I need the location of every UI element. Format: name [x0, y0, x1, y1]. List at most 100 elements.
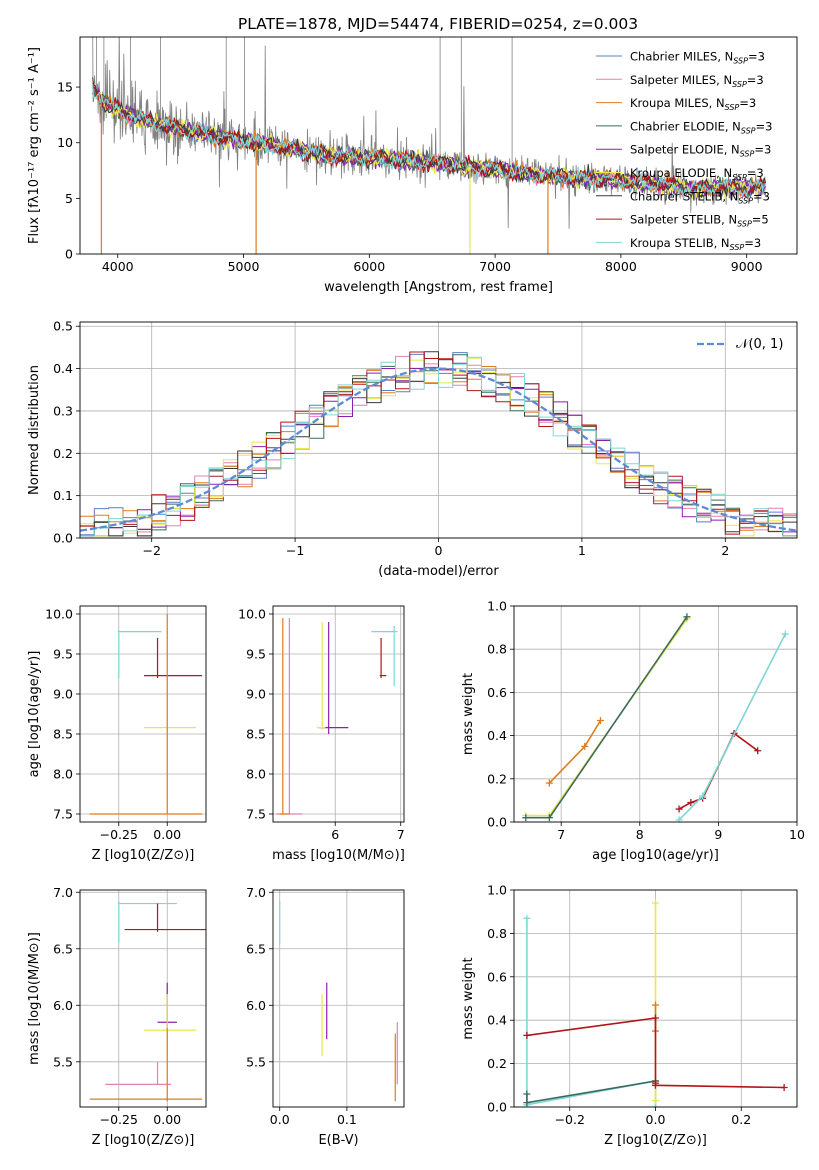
- y-tick-label: 6.0: [53, 998, 73, 1013]
- plot-area: [89, 901, 206, 1102]
- panel-mass-vs-EBV: 0.0 0.1 5.5 6.0 6.5 7.0 E(B-V): [246, 885, 405, 1148]
- x-tick-label: 7: [397, 827, 405, 842]
- x-tick-label: −0.25: [100, 1112, 138, 1127]
- legend-label: Kroupa STELIB, NSSP=3: [630, 236, 761, 252]
- y-tick-label: 7.5: [246, 807, 266, 822]
- axes-frame: [513, 889, 798, 1108]
- x-tick-label: 8: [636, 827, 644, 842]
- y-tick-label: 8.5: [246, 727, 266, 742]
- x-axis-label: (data-model)/error: [378, 564, 499, 579]
- weight-point-marker: [652, 1081, 659, 1089]
- x-axis-label: Z [log10(Z/Z⊙)]: [604, 1133, 707, 1148]
- weight-point-marker: [683, 613, 691, 621]
- legend-label: Chabrier STELIB, NSSP=3: [630, 189, 770, 205]
- weight-point-marker: [523, 1099, 531, 1107]
- y-tick-label: 15: [57, 80, 73, 95]
- x-tick-label: −0.25: [100, 827, 138, 842]
- x-tick-label: 2: [721, 543, 729, 558]
- panel-age-vs-mass: 6 7 7.5 8.0 8.5 9.0 9.5 10.0 mass [log10(M/M⊙)]: [238, 605, 405, 863]
- x-tick-label: −0.2: [555, 1112, 585, 1127]
- weight-series-line: [526, 1080, 656, 1104]
- y-tick-label: 9.5: [53, 647, 73, 662]
- x-tick-label: 8000: [605, 259, 637, 274]
- y-tick-label: 6.5: [53, 941, 73, 956]
- weight-point-marker: [781, 630, 789, 638]
- weight-point-marker: [699, 792, 707, 800]
- weight-point-marker: [675, 816, 683, 822]
- x-axis-label: wavelength [Angstrom, rest frame]: [324, 280, 553, 295]
- y-tick-label: 0.0: [487, 815, 507, 830]
- weight-series-line: [525, 616, 688, 819]
- weight-series-line: [678, 633, 786, 821]
- y-tick-label: 0.0: [53, 531, 73, 546]
- axes-frame: [513, 605, 798, 823]
- figure-title: PLATE=1878, MJD=54474, FIBERID=0254, z=0…: [238, 15, 638, 33]
- residual-histogram: [80, 351, 797, 537]
- x-tick-label: 7000: [479, 259, 511, 274]
- weight-series-line: [526, 1017, 785, 1089]
- y-tick-label: 5.5: [53, 1054, 73, 1069]
- weight-point-marker: [596, 716, 604, 724]
- x-tick-label: 0.1: [337, 1112, 357, 1127]
- axes-frame: [79, 889, 207, 1108]
- normal-reference-curve: [80, 367, 797, 532]
- weight-point-marker: [652, 1096, 659, 1104]
- legend-label: Chabrier MILES, NSSP=3: [630, 50, 765, 66]
- x-axis-label: E(B-V): [318, 1133, 358, 1148]
- x-tick-label: 0: [435, 543, 443, 558]
- legend-label: 𝒩(0, 1): [736, 337, 783, 352]
- panel-age-vs-Z: −0.25 0.00 7.5 8.0 8.5 9.0 9.5 10.0 Z [log10(Z/Z…: [27, 605, 207, 863]
- y-tick-label: 0: [65, 247, 73, 262]
- y-tick-label: 0.6: [487, 969, 507, 984]
- weight-point-marker: [780, 1083, 788, 1091]
- residual-histogram: [80, 356, 797, 537]
- plot-area: [279, 901, 398, 1102]
- y-tick-label: 5: [65, 191, 73, 206]
- weight-point-marker: [652, 1103, 659, 1107]
- x-tick-label: 6: [331, 827, 339, 842]
- y-tick-label: 0.4: [487, 728, 507, 743]
- plot-area: [92, 37, 767, 254]
- y-tick-label: 6.5: [246, 941, 266, 956]
- x-axis-label: age [log10(age/yr)]: [592, 848, 719, 863]
- y-tick-label: 1.0: [487, 883, 507, 898]
- x-tick-label: 1: [578, 543, 586, 558]
- y-tick-label: 7.5: [53, 807, 73, 822]
- y-tick-label: 10.0: [45, 607, 73, 622]
- panel-weight-vs-Z: −0.2 0.0 0.2 0.0 0.2 0.4 0.6 0.8 1.0 Z [log10(Z/Z…: [461, 883, 798, 1148]
- x-tick-label: −1: [286, 543, 304, 558]
- x-tick-label: 9: [714, 827, 722, 842]
- legend-label: Kroupa MILES, NSSP=3: [630, 96, 756, 112]
- y-axis-label: mass weight: [461, 673, 476, 755]
- spectrum-legend: Chabrier MILES, NSSP=3 Salpeter MILES, NS…: [596, 50, 772, 252]
- weight-point-marker: [523, 1031, 531, 1039]
- y-tick-label: 0.4: [487, 1013, 507, 1028]
- y-tick-label: 0.2: [487, 771, 507, 786]
- axes-frame: [272, 605, 405, 823]
- x-tick-label: 0.0: [270, 1112, 290, 1127]
- y-tick-label: 7.0: [53, 885, 73, 900]
- axes-frame: [272, 889, 405, 1108]
- panel-residuals: −2 −1 0 1 2 0.0 0.1 0.2 0.3 0.4 0.5 (data-model)/er…: [27, 319, 798, 579]
- residual-histogram: [80, 351, 797, 537]
- x-tick-label: 0.00: [153, 827, 181, 842]
- x-tick-label: 0.2: [731, 1112, 751, 1127]
- plot-area: [80, 351, 797, 537]
- y-axis-label: mass [log10(M/M⊙)]: [27, 932, 42, 1065]
- y-axis-label: Flux [fλ10⁻¹⁷ erg cm⁻² s⁻¹ A⁻¹]: [27, 47, 42, 244]
- y-tick-label: 1.0: [487, 599, 507, 614]
- weight-series-line: [526, 918, 657, 1107]
- y-tick-label: 9.5: [246, 647, 266, 662]
- weight-point-marker: [754, 747, 762, 755]
- y-tick-label: 9.0: [53, 687, 73, 702]
- y-tick-label: 0.2: [53, 446, 73, 461]
- y-axis-label: age [log10(age/yr)]: [27, 651, 42, 778]
- y-tick-label: 0.2: [487, 1056, 507, 1071]
- y-tick-label: 0.6: [487, 685, 507, 700]
- spectrum-model-line: [92, 85, 767, 199]
- panel-spectrum: 4000 5000 6000 7000 8000 9000 0 5 10 15 wavelength…: [27, 36, 798, 295]
- x-tick-label: 9000: [731, 259, 763, 274]
- y-tick-label: 9.0: [246, 687, 266, 702]
- y-tick-label: 0.8: [487, 642, 507, 657]
